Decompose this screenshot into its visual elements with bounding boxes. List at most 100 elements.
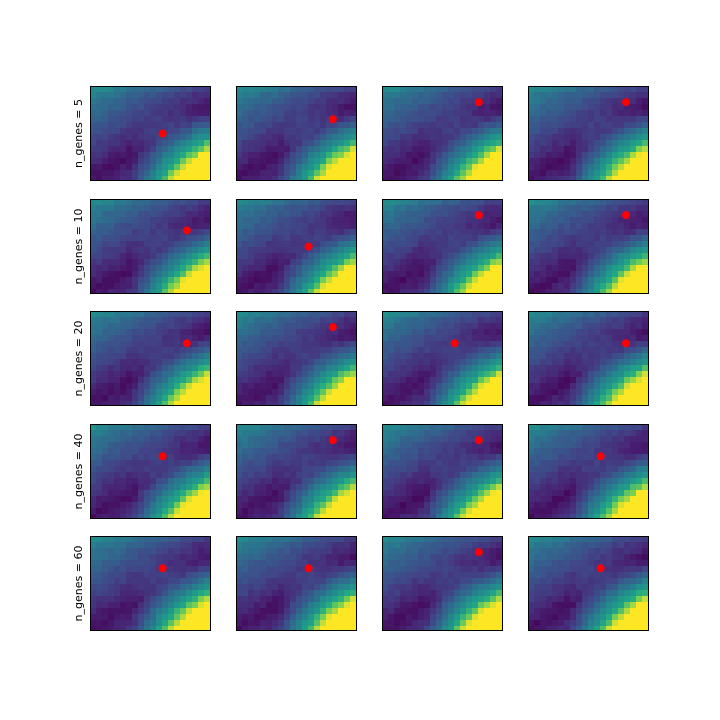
heatmap-cell <box>388 460 395 467</box>
heatmap-cell <box>132 448 139 455</box>
heatmap-cell <box>284 223 291 230</box>
heatmap-cell <box>242 395 249 402</box>
heatmap-cell <box>144 289 151 294</box>
heatmap-cell <box>424 164 431 171</box>
heatmap-cell <box>582 116 589 123</box>
heatmap-cell <box>138 146 145 153</box>
heatmap-cell <box>624 116 631 123</box>
heatmap-cell <box>496 92 503 99</box>
heatmap-cell <box>296 283 303 290</box>
heatmap-cell <box>204 424 211 431</box>
heatmap-cell <box>174 323 181 330</box>
heatmap-cell <box>382 454 389 461</box>
heatmap-cell <box>156 235 163 242</box>
heatmap-cell <box>350 277 357 284</box>
heatmap-cell <box>442 134 449 141</box>
heatmap-cell <box>636 229 643 236</box>
heatmap-cell <box>156 323 163 330</box>
heatmap-cell <box>436 289 443 294</box>
heatmap-cell <box>382 104 389 111</box>
heatmap-cell <box>618 86 625 93</box>
heatmap-cell <box>612 329 619 336</box>
heatmap-cell <box>624 199 631 206</box>
heatmap-cell <box>588 217 595 224</box>
heatmap-cell <box>400 122 407 129</box>
heatmap-cell <box>424 430 431 437</box>
heatmap-cell <box>642 217 649 224</box>
heatmap-cell <box>400 211 407 218</box>
heatmap-cell <box>260 110 267 117</box>
heatmap-cell <box>302 347 309 354</box>
heatmap-cell <box>266 98 273 105</box>
heatmap-cell <box>180 98 187 105</box>
heatmap-cell <box>344 448 351 455</box>
heatmap-cell <box>472 199 479 206</box>
heatmap-cell <box>570 253 577 260</box>
heatmap-cell <box>594 395 601 402</box>
heatmap-cell <box>642 205 649 212</box>
heatmap-cell <box>576 223 583 230</box>
heatmap-cell <box>162 508 169 515</box>
heatmap-cell <box>296 436 303 443</box>
heatmap-cell <box>126 176 133 181</box>
heatmap-cell <box>150 199 157 206</box>
heatmap-cell <box>186 277 193 284</box>
heatmap-cell <box>418 472 425 479</box>
heatmap-cell <box>618 158 625 165</box>
heatmap-cell <box>472 134 479 141</box>
heatmap-cell <box>496 436 503 443</box>
heatmap-cell <box>314 454 321 461</box>
heatmap-cell <box>418 92 425 99</box>
heatmap-cell <box>472 472 479 479</box>
heatmap-cell <box>198 116 205 123</box>
heatmap-cell <box>448 353 455 360</box>
heatmap-cell <box>162 514 169 519</box>
heatmap-cell <box>600 271 607 278</box>
heatmap-cell <box>564 98 571 105</box>
heatmap-cell <box>102 217 109 224</box>
heatmap-cell <box>588 259 595 266</box>
heatmap-cell <box>302 92 309 99</box>
heatmap-cell <box>558 170 565 177</box>
heatmap-cell <box>460 454 467 461</box>
heatmap-cell <box>242 490 249 497</box>
heatmap-cell <box>552 176 559 181</box>
heatmap-cell <box>266 502 273 509</box>
heatmap-cell <box>260 317 267 324</box>
heatmap-cell <box>162 466 169 473</box>
heatmap-cell <box>448 311 455 318</box>
heatmap-cell <box>296 371 303 378</box>
heatmap-cell <box>406 317 413 324</box>
heatmap-cell <box>198 377 205 384</box>
heatmap-cell <box>442 217 449 224</box>
heatmap-cell <box>150 110 157 117</box>
heatmap-cell <box>198 164 205 171</box>
heatmap-cell <box>126 490 133 497</box>
heatmap-cell <box>466 311 473 318</box>
heatmap-cell <box>618 353 625 360</box>
heatmap-cell <box>406 259 413 266</box>
heatmap-cell <box>272 86 279 93</box>
heatmap-cell <box>472 110 479 117</box>
heatmap-cell <box>236 448 243 455</box>
heatmap-cell <box>382 478 389 485</box>
heatmap-cell <box>168 335 175 342</box>
heatmap-cell <box>272 265 279 272</box>
heatmap-cell <box>484 472 491 479</box>
heatmap-cell <box>296 502 303 509</box>
heatmap-cell <box>150 496 157 503</box>
heatmap-cell <box>624 277 631 284</box>
heatmap-cell <box>186 317 193 324</box>
heatmap-cell <box>546 289 553 294</box>
heatmap-cell <box>278 98 285 105</box>
heatmap-cell <box>338 259 345 266</box>
heatmap-cell <box>102 454 109 461</box>
heatmap-cell <box>388 134 395 141</box>
heatmap-cell <box>192 502 199 509</box>
heatmap-cell <box>430 164 437 171</box>
heatmap-cell <box>278 323 285 330</box>
heatmap-cell <box>636 199 643 206</box>
heatmap-cell <box>114 436 121 443</box>
heatmap-cell <box>558 176 565 181</box>
heatmap-cell <box>162 223 169 230</box>
